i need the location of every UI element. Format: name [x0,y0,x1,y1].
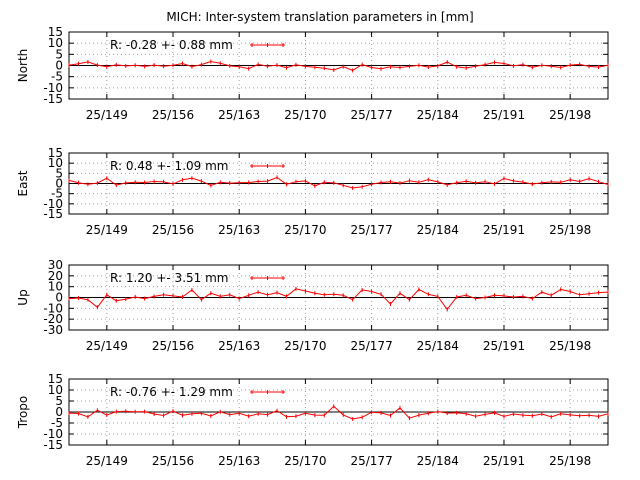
y-tick-label: 0 [55,291,63,305]
series-line [68,60,609,71]
y-tick-label: 15 [48,146,63,160]
x-tick-label: 25/163 [218,454,260,468]
y-tick-label: -30 [43,323,63,337]
x-tick-label: 25/177 [350,108,392,122]
legend-text: R: 1.20 +- 3.51 mm [110,271,228,285]
y-tick-label: 10 [48,280,63,294]
y-tick-label: -20 [43,312,63,326]
y-tick-label: 20 [48,269,63,283]
y-axis-label: Tropo [16,396,30,430]
x-tick-label: 25/198 [549,454,591,468]
y-tick-label: 5 [55,394,63,408]
legend-text: R: -0.76 +- 1.29 mm [110,385,233,399]
x-tick-label: 25/156 [152,108,194,122]
legend-text: R: -0.28 +- 0.88 mm [110,38,233,52]
x-tick-label: 25/184 [417,223,459,237]
y-axis-label: Up [16,289,30,305]
y-tick-label: 10 [48,383,63,397]
series-line [68,176,609,189]
y-tick-label: -10 [43,301,63,315]
x-tick-label: 25/149 [86,223,128,237]
x-tick-label: 25/184 [417,108,459,122]
legend-text: R: 0.48 +- 1.09 mm [110,159,228,173]
y-axis-label: North [16,49,30,83]
x-tick-label: 25/156 [152,339,194,353]
x-tick-label: 25/163 [218,108,260,122]
x-tick-label: 25/191 [483,223,525,237]
y-tick-label: 15 [48,25,63,39]
y-tick-label: 0 [55,59,63,73]
y-tick-label: -10 [43,197,63,211]
y-tick-label: -15 [43,207,63,221]
y-tick-label: -15 [43,92,63,106]
x-tick-label: 25/170 [284,454,326,468]
y-tick-label: 10 [48,36,63,50]
y-tick-label: 10 [48,156,63,170]
y-axis-label: East [16,170,30,196]
x-tick-label: 25/149 [86,454,128,468]
x-tick-label: 25/177 [350,454,392,468]
x-tick-label: 25/170 [284,108,326,122]
x-tick-label: 25/184 [417,454,459,468]
y-tick-label: 0 [55,405,63,419]
x-tick-label: 25/156 [152,223,194,237]
x-tick-label: 25/177 [350,223,392,237]
y-tick-label: -15 [43,438,63,452]
series-line [68,288,609,311]
chart-title: MICH: Inter-system translation parameter… [166,10,473,24]
x-tick-label: 25/177 [350,339,392,353]
x-tick-label: 25/191 [483,454,525,468]
y-tick-label: 0 [55,177,63,191]
series-line [68,405,609,420]
x-tick-label: 25/170 [284,223,326,237]
y-tick-label: 30 [48,258,63,272]
x-tick-label: 25/191 [483,108,525,122]
x-tick-label: 25/191 [483,339,525,353]
y-tick-label: -10 [43,427,63,441]
y-tick-label: 5 [55,166,63,180]
y-tick-label: -5 [51,70,63,84]
x-tick-label: 25/163 [218,339,260,353]
y-tick-label: 5 [55,47,63,61]
x-tick-label: 25/149 [86,108,128,122]
x-tick-label: 25/198 [549,339,591,353]
y-tick-label: -5 [51,416,63,430]
x-tick-label: 25/156 [152,454,194,468]
y-tick-label: -5 [51,187,63,201]
y-tick-label: 15 [48,372,63,386]
x-tick-label: 25/170 [284,339,326,353]
x-tick-label: 25/149 [86,339,128,353]
x-tick-label: 25/198 [549,223,591,237]
x-tick-label: 25/163 [218,223,260,237]
x-tick-label: 25/184 [417,339,459,353]
y-tick-label: -10 [43,81,63,95]
x-tick-label: 25/198 [549,108,591,122]
